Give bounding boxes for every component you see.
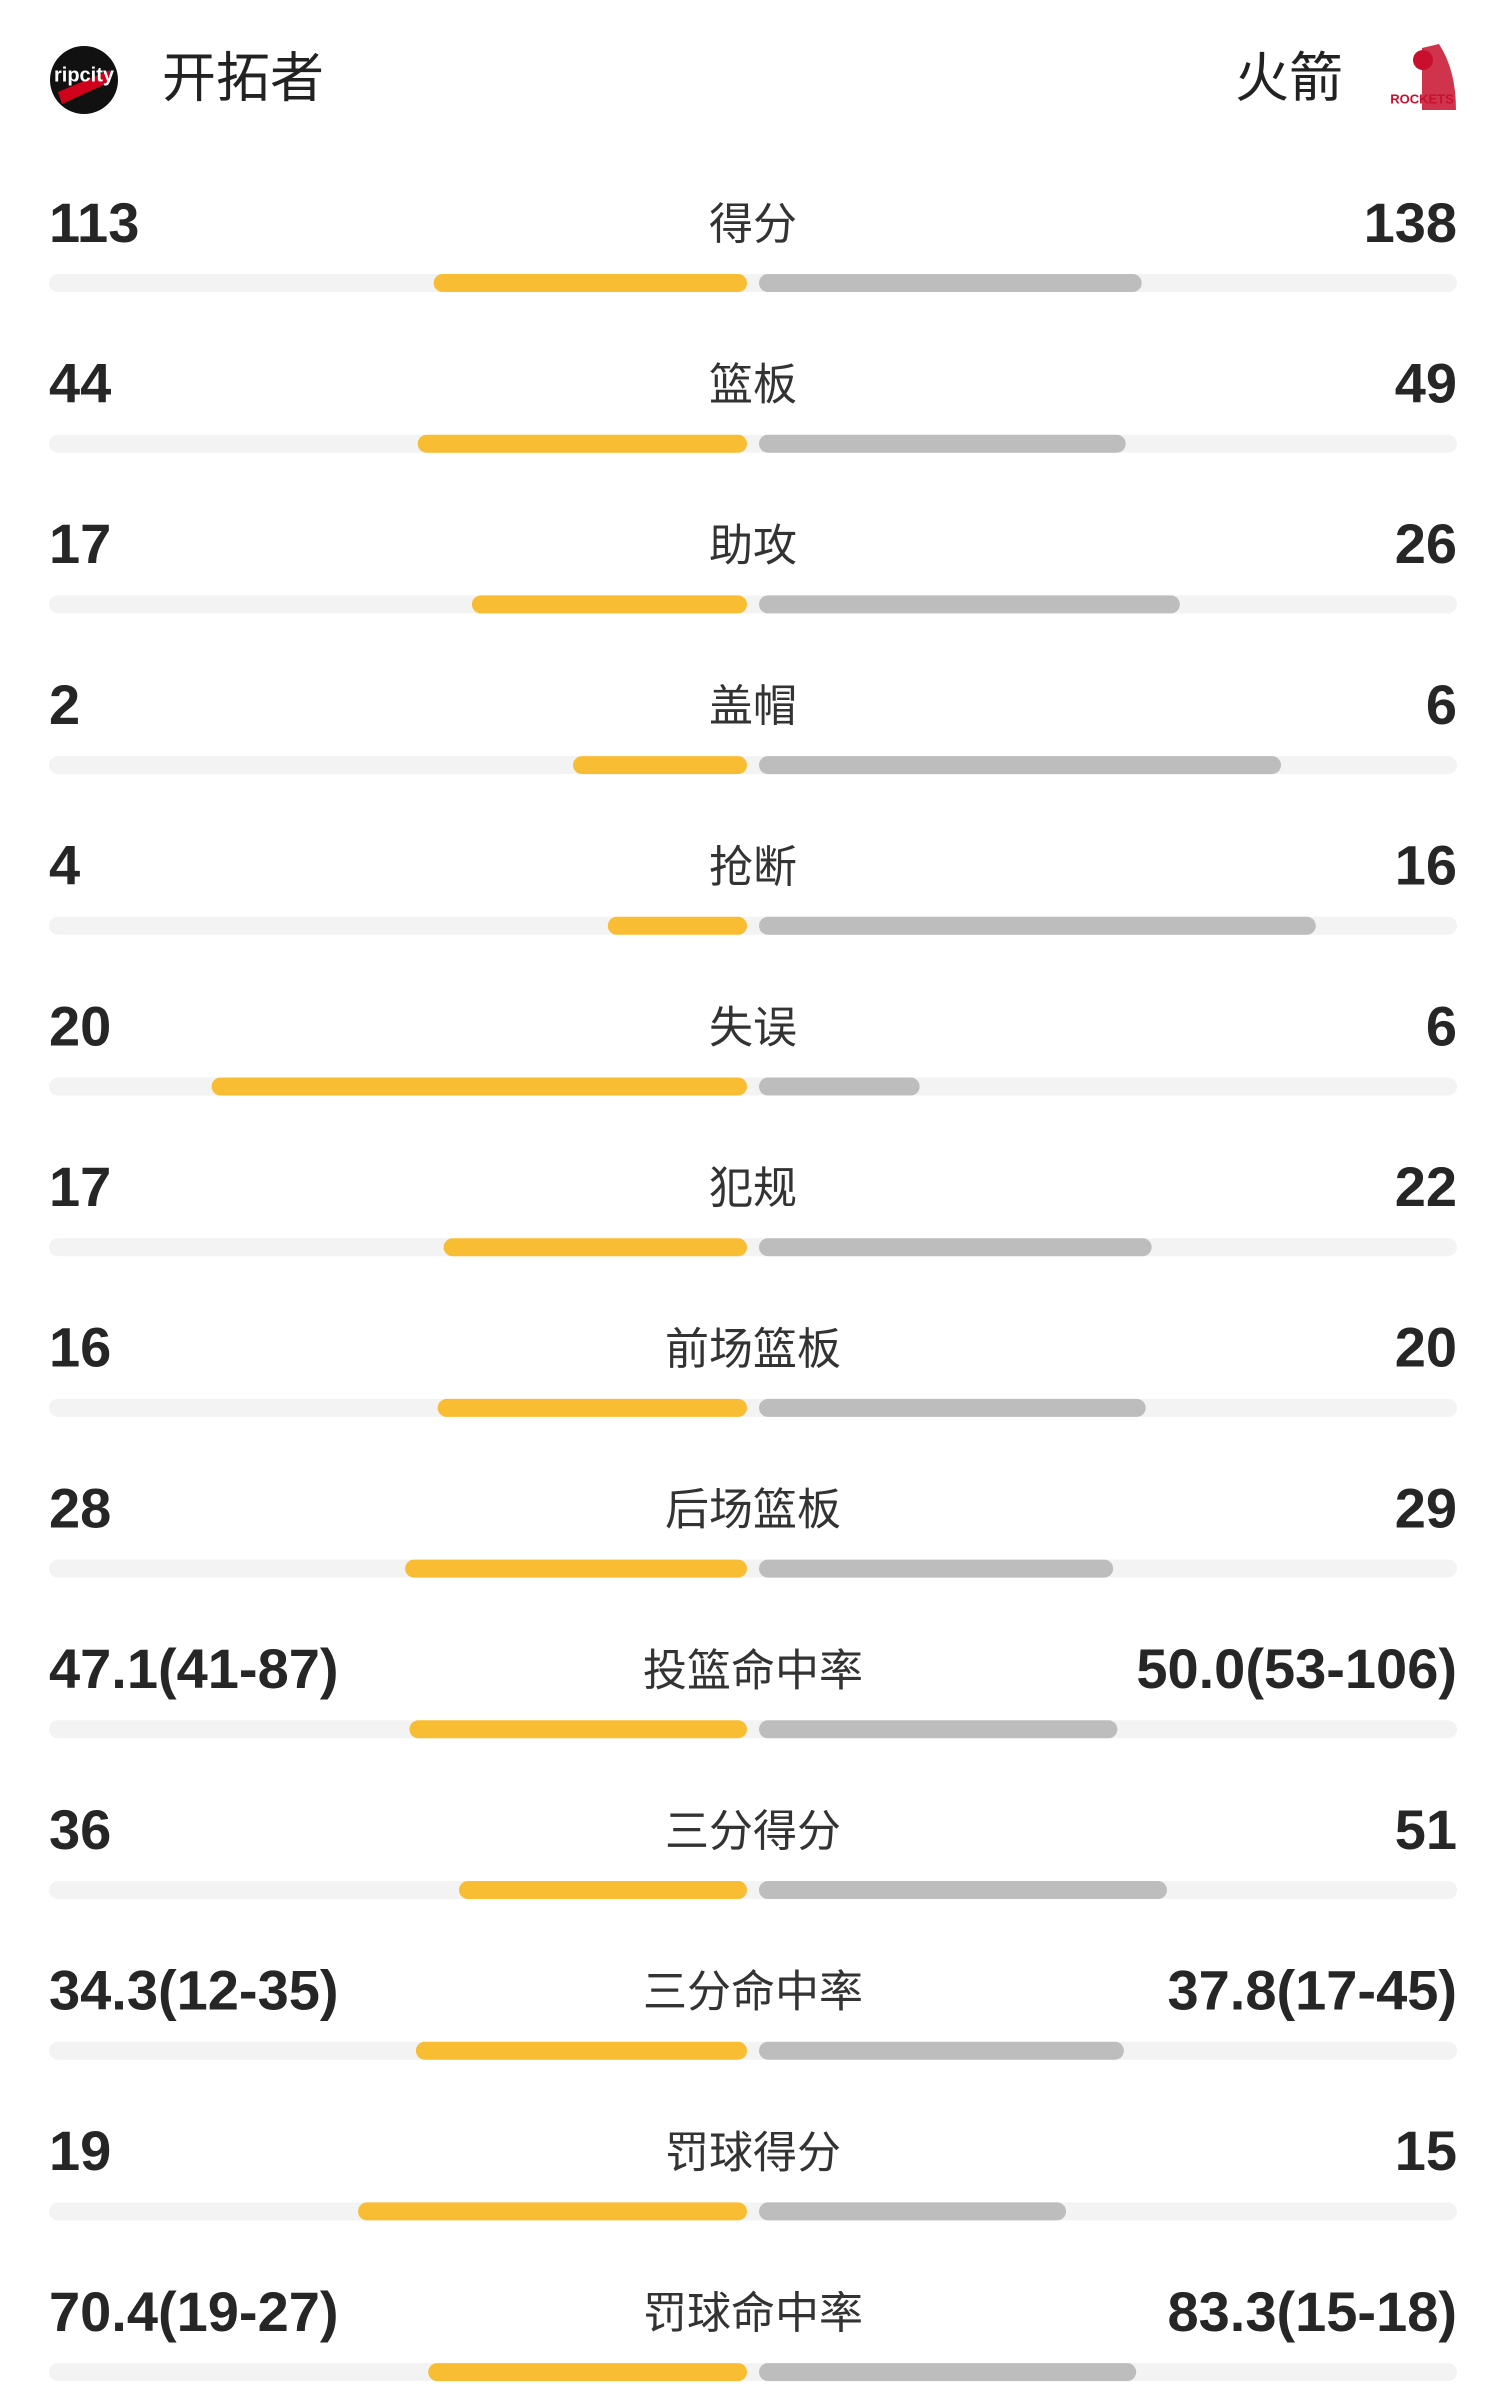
home-value: 16	[49, 1316, 111, 1379]
away-bar	[759, 1559, 1114, 1578]
home-bar	[433, 274, 747, 292]
stat-label: 三分命中率	[643, 1967, 863, 2018]
logo-text: ROCKETS	[1390, 91, 1454, 106]
away-team: 火箭	[1235, 47, 1343, 110]
away-bar	[759, 2363, 1137, 2382]
home-team: 开拓者	[162, 47, 324, 110]
stat-label: 助攻	[709, 520, 797, 571]
stat-label: 犯规	[709, 1163, 797, 1214]
home-value: 47.1(41-87)	[49, 1637, 339, 1700]
stat-label: 投篮命中率	[643, 1645, 863, 1696]
home-value: 20	[49, 994, 111, 1057]
away-value: 51	[1395, 1798, 1457, 1861]
home-value: 28	[49, 1476, 111, 1539]
home-value: 44	[49, 351, 111, 414]
away-bar	[759, 1398, 1146, 1417]
home-bar	[607, 916, 747, 935]
home-bar	[417, 434, 747, 453]
home-bar	[471, 595, 747, 614]
home-logo: ripcity	[50, 46, 118, 114]
away-value: 6	[1426, 673, 1457, 736]
stat-label: 三分得分	[665, 1806, 841, 1857]
bar-track	[49, 1398, 1457, 1417]
bar-track	[49, 1238, 1457, 1257]
bar-track	[49, 1720, 1457, 1739]
home-value: 19	[49, 2119, 111, 2182]
home-value: 70.4(19-27)	[49, 2280, 339, 2343]
home-bar	[405, 1559, 747, 1578]
away-bar	[759, 1238, 1152, 1257]
home-bar	[415, 2041, 747, 2060]
home-bar	[428, 2363, 747, 2382]
away-value: 15	[1395, 2119, 1457, 2182]
away-bar	[759, 434, 1126, 453]
home-value: 17	[49, 512, 111, 575]
away-bar	[759, 2041, 1124, 2060]
stat-label: 抢断	[709, 842, 797, 893]
away-value: 37.8(17-45)	[1167, 1958, 1457, 2021]
stat-label: 罚球命中率	[643, 2288, 863, 2339]
home-bar	[443, 1238, 747, 1257]
away-bar	[759, 274, 1142, 292]
stat-label: 得分	[709, 199, 797, 250]
bar-track	[49, 274, 1457, 292]
away-value: 20	[1395, 1316, 1457, 1379]
stat-label: 后场篮板	[665, 1485, 841, 1536]
away-value: 83.3(15-18)	[1167, 2280, 1457, 2343]
home-bar	[358, 2202, 747, 2221]
logo-text: ripcity	[54, 64, 115, 86]
stat-label: 前场篮板	[665, 1324, 841, 1375]
stat-label: 篮板	[709, 360, 797, 411]
away-bar	[759, 916, 1316, 935]
bar-track	[49, 434, 1457, 453]
away-value: 16	[1395, 834, 1457, 897]
away-value: 29	[1395, 1476, 1457, 1539]
bar-track	[49, 2041, 1457, 2060]
home-bar	[409, 1720, 747, 1739]
home-value: 2	[49, 673, 80, 736]
stat-label: 失误	[709, 1003, 797, 1054]
away-logo: ROCKETS	[1390, 44, 1456, 110]
home-value: 36	[49, 1798, 111, 1861]
away-value: 138	[1364, 191, 1457, 254]
away-value: 26	[1395, 512, 1457, 575]
bar-track	[49, 2202, 1457, 2221]
stat-rows: 113 得分 138 44 篮板 49 17 助攻 26 2 盖帽 6 4 抢断 16 20 失误 6 17 犯规 22…	[49, 191, 1457, 2382]
home-value: 4	[49, 834, 80, 897]
bar-track	[49, 1881, 1457, 1899]
away-value: 22	[1395, 1155, 1457, 1218]
home-value: 34.3(12-35)	[49, 1958, 339, 2021]
away-bar	[759, 1720, 1118, 1739]
away-bar	[759, 2202, 1067, 2221]
stat-label: 罚球得分	[665, 2127, 841, 2178]
home-bar	[459, 1881, 747, 1899]
home-value: 113	[49, 191, 139, 254]
home-bar	[573, 756, 747, 775]
stat-label: 盖帽	[709, 681, 797, 732]
home-value: 17	[49, 1155, 111, 1218]
away-value: 50.0(53-106)	[1136, 1637, 1457, 1700]
bar-track	[49, 2363, 1457, 2382]
away-value: 6	[1426, 994, 1457, 1057]
logo-dot	[1413, 50, 1433, 70]
logo-stripe	[58, 70, 110, 104]
away-bar	[759, 1881, 1167, 1899]
home-bar	[437, 1398, 747, 1417]
away-bar	[759, 595, 1180, 614]
away-bar	[759, 1077, 920, 1096]
bar-track	[49, 595, 1457, 614]
home-bar	[211, 1077, 748, 1096]
away-bar	[759, 756, 1281, 775]
away-value: 49	[1395, 351, 1457, 414]
bar-track	[49, 1559, 1457, 1578]
